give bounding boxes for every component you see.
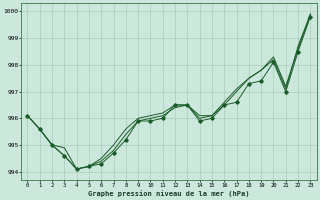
X-axis label: Graphe pression niveau de la mer (hPa): Graphe pression niveau de la mer (hPa) bbox=[88, 190, 250, 197]
